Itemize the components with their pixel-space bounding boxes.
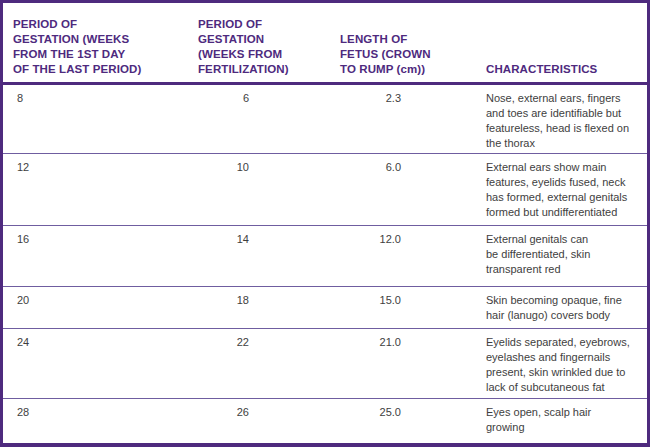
cell-weeks-lmp: 12 — [3, 160, 193, 225]
cell-length-cm: 6.0 — [335, 160, 478, 225]
cell-weeks-lmp: 8 — [3, 91, 193, 153]
cell-length-cm: 25.0 — [335, 405, 478, 443]
cell-characteristics: Eyelids separated, eyebrows, eyelashes a… — [478, 335, 647, 398]
cell-weeks-fertilization: 22 — [193, 335, 335, 398]
cell-weeks-lmp: 24 — [3, 335, 193, 398]
cell-length-cm: 21.0 — [335, 335, 478, 398]
table-row: 20 18 15.0 Skin becoming opaque, fine ha… — [3, 286, 647, 328]
table-row: 8 6 2.3 Nose, external ears, fingers and… — [3, 85, 647, 153]
cell-length-cm: 12.0 — [335, 232, 478, 286]
header-period-gestation-fertilization: PERIOD OF GESTATION (WEEKS FROM FERTILIZ… — [193, 17, 335, 77]
table-body: 8 6 2.3 Nose, external ears, fingers and… — [3, 85, 647, 443]
header-period-gestation-lmp: PERIOD OF GESTATION (WEEKS FROM THE 1ST … — [3, 17, 193, 77]
cell-length-cm: 15.0 — [335, 293, 478, 328]
header-length-of-fetus: LENGTH OF FETUS (CROWN TO RUMP (cm)) — [335, 32, 478, 77]
cell-weeks-lmp: 16 — [3, 232, 193, 286]
table-row: 28 26 25.0 Eyes open, scalp hair growing — [3, 398, 647, 443]
cell-length-cm: 2.3 — [335, 91, 478, 153]
cell-weeks-fertilization: 6 — [193, 91, 335, 153]
cell-weeks-fertilization: 10 — [193, 160, 335, 225]
header-characteristics: CHARACTERISTICS — [478, 62, 647, 77]
cell-characteristics: Eyes open, scalp hair growing — [478, 405, 647, 443]
table-row: 24 22 21.0 Eyelids separated, eyebrows, … — [3, 328, 647, 398]
table-row: 12 10 6.0 External ears show main featur… — [3, 153, 647, 225]
table-header-row: PERIOD OF GESTATION (WEEKS FROM THE 1ST … — [3, 3, 647, 85]
cell-characteristics: External ears show main features, eyelid… — [478, 160, 647, 225]
table-row: 16 14 12.0 External genitals can be diff… — [3, 225, 647, 286]
cell-weeks-fertilization: 26 — [193, 405, 335, 443]
cell-characteristics: External genitals can be differentiated,… — [478, 232, 647, 286]
cell-weeks-lmp: 20 — [3, 293, 193, 328]
cell-weeks-fertilization: 14 — [193, 232, 335, 286]
gestation-table: PERIOD OF GESTATION (WEEKS FROM THE 1ST … — [0, 0, 650, 447]
cell-characteristics: Nose, external ears, fingers and toes ar… — [478, 91, 647, 153]
cell-weeks-lmp: 28 — [3, 405, 193, 443]
cell-characteristics: Skin becoming opaque, fine hair (lanugo)… — [478, 293, 647, 328]
cell-weeks-fertilization: 18 — [193, 293, 335, 328]
